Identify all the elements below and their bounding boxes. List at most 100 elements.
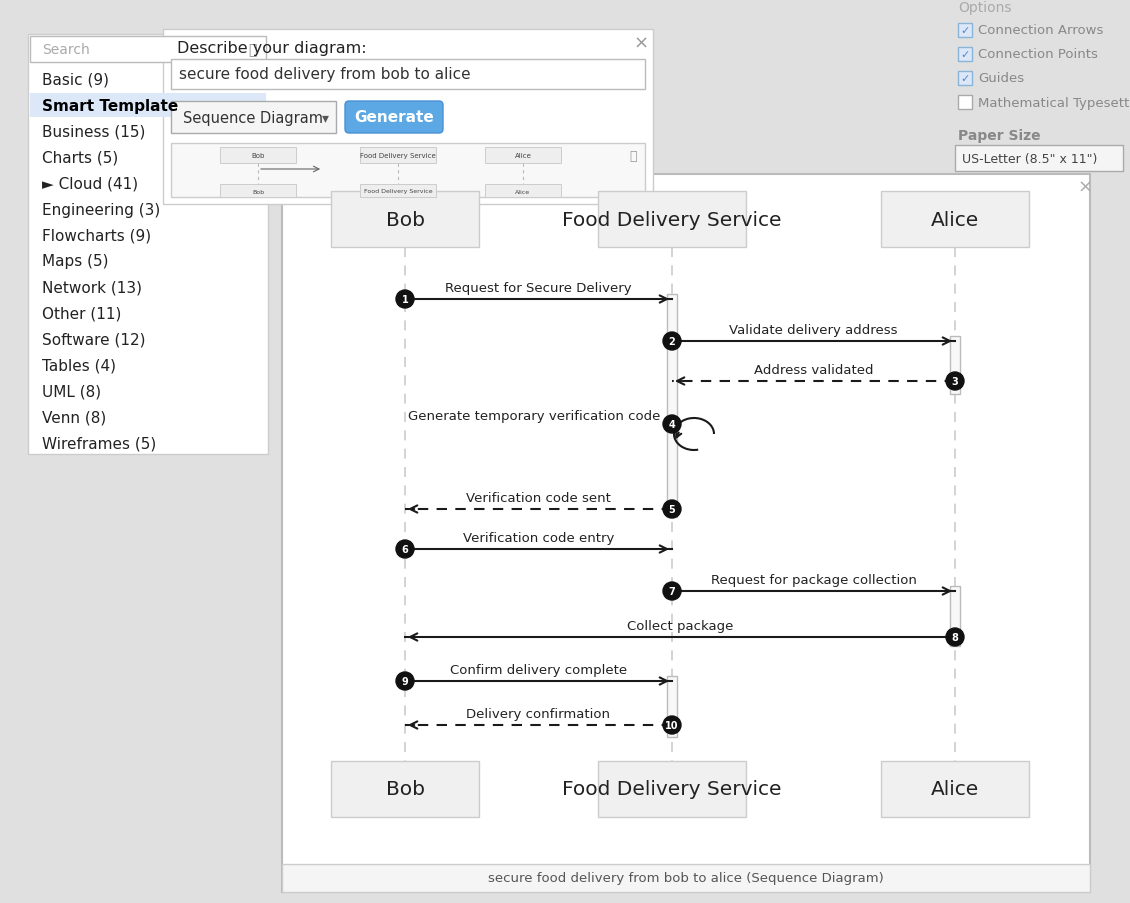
Text: Guides: Guides [977, 72, 1024, 86]
Bar [485, 185, 560, 198]
Text: US-Letter (8.5" x 11"): US-Letter (8.5" x 11") [962, 153, 1097, 165]
Circle shape [663, 716, 681, 734]
Bar [958, 72, 972, 86]
Text: Collect package: Collect package [627, 619, 733, 633]
Text: Sequence Diagram: Sequence Diagram [183, 110, 323, 126]
Text: ×: × [1077, 179, 1093, 197]
Text: Alice: Alice [931, 779, 979, 798]
Bar [598, 761, 746, 817]
Text: 2: 2 [669, 337, 676, 347]
Bar [220, 148, 296, 163]
Text: Wireframes (5): Wireframes (5) [42, 436, 156, 451]
Text: Network (13): Network (13) [42, 280, 142, 295]
Text: Tables (4): Tables (4) [42, 358, 116, 373]
Bar [331, 761, 479, 817]
Text: ⌕: ⌕ [629, 149, 636, 163]
Circle shape [663, 415, 681, 433]
Text: Charts (5): Charts (5) [42, 150, 119, 165]
Text: Bob: Bob [252, 190, 264, 194]
Text: ×: × [634, 35, 649, 53]
Text: Food Delivery Service: Food Delivery Service [364, 190, 433, 194]
Text: secure food delivery from bob to alice (Sequence Diagram): secure food delivery from bob to alice (… [488, 871, 884, 885]
Text: ▾: ▾ [322, 111, 329, 125]
Bar [360, 148, 436, 163]
Text: Confirm delivery complete: Confirm delivery complete [450, 664, 627, 676]
Text: secure food delivery from bob to alice: secure food delivery from bob to alice [179, 68, 470, 82]
Text: Paper Size: Paper Size [958, 129, 1041, 143]
Text: Bob: Bob [385, 779, 425, 798]
Text: 3: 3 [951, 377, 958, 386]
Bar [958, 96, 972, 110]
Text: Options: Options [958, 1, 1011, 15]
Text: 10: 10 [666, 721, 679, 731]
Text: Other (11): Other (11) [42, 306, 121, 321]
Circle shape [396, 672, 414, 690]
Text: 7: 7 [669, 586, 676, 596]
Circle shape [396, 291, 414, 309]
Bar [955, 146, 1123, 172]
Text: Bob: Bob [251, 153, 264, 159]
Circle shape [946, 628, 964, 647]
Text: Validate delivery address: Validate delivery address [729, 324, 897, 337]
Text: Alice: Alice [514, 153, 531, 159]
Circle shape [663, 582, 681, 600]
Text: Alice: Alice [515, 190, 531, 194]
Circle shape [663, 332, 681, 350]
Bar [163, 30, 653, 205]
Text: 8: 8 [951, 632, 958, 642]
Bar [31, 94, 266, 118]
Text: Connection Points: Connection Points [977, 49, 1098, 61]
Text: Software (12): Software (12) [42, 332, 146, 347]
Text: Venn (8): Venn (8) [42, 410, 106, 425]
Bar [881, 191, 1029, 247]
Text: Food Delivery Service: Food Delivery Service [563, 210, 782, 229]
Bar [171, 144, 645, 198]
Text: Food Delivery Service: Food Delivery Service [360, 153, 436, 159]
Text: 5: 5 [669, 505, 676, 515]
Text: Food Delivery Service: Food Delivery Service [563, 779, 782, 798]
Text: Alice: Alice [931, 210, 979, 229]
Bar [360, 185, 436, 198]
Text: ⌕: ⌕ [247, 43, 257, 57]
Text: Delivery confirmation: Delivery confirmation [467, 708, 610, 721]
Text: Basic (9): Basic (9) [42, 72, 108, 88]
Circle shape [663, 500, 681, 518]
Text: Connection Arrows: Connection Arrows [977, 24, 1103, 37]
Text: Business (15): Business (15) [42, 125, 146, 139]
Bar [220, 185, 296, 198]
Text: Search: Search [42, 43, 89, 57]
Bar [331, 191, 479, 247]
Text: Verification code entry: Verification code entry [463, 532, 615, 545]
Text: ✓: ✓ [960, 74, 970, 84]
Bar [282, 175, 1090, 892]
Text: Engineering (3): Engineering (3) [42, 202, 160, 218]
Text: Describe your diagram:: Describe your diagram: [177, 41, 366, 55]
Text: Address validated: Address validated [754, 364, 873, 377]
Text: UML (8): UML (8) [42, 384, 101, 399]
Text: Request for package collection: Request for package collection [711, 574, 916, 587]
Bar [171, 102, 336, 134]
Text: 4: 4 [669, 420, 676, 430]
Bar [28, 35, 268, 454]
Text: ✓: ✓ [960, 26, 970, 36]
Circle shape [396, 540, 414, 558]
Text: Bob: Bob [385, 210, 425, 229]
Text: ✓: ✓ [960, 50, 970, 60]
Text: 6: 6 [401, 545, 408, 554]
Bar [598, 191, 746, 247]
Bar [31, 37, 266, 63]
Text: Mathematical Typesett...: Mathematical Typesett... [977, 97, 1130, 109]
Text: Generate: Generate [354, 110, 434, 126]
Text: Flowcharts (9): Flowcharts (9) [42, 228, 151, 243]
FancyBboxPatch shape [345, 102, 443, 134]
Bar [958, 24, 972, 38]
Text: Maps (5): Maps (5) [42, 255, 108, 269]
Text: 9: 9 [401, 676, 408, 686]
Bar [950, 586, 960, 647]
Text: 1: 1 [401, 294, 408, 304]
Bar [667, 294, 677, 517]
Bar [171, 60, 645, 90]
Text: Verification code sent: Verification code sent [466, 492, 611, 505]
Circle shape [946, 373, 964, 391]
Bar [485, 148, 560, 163]
